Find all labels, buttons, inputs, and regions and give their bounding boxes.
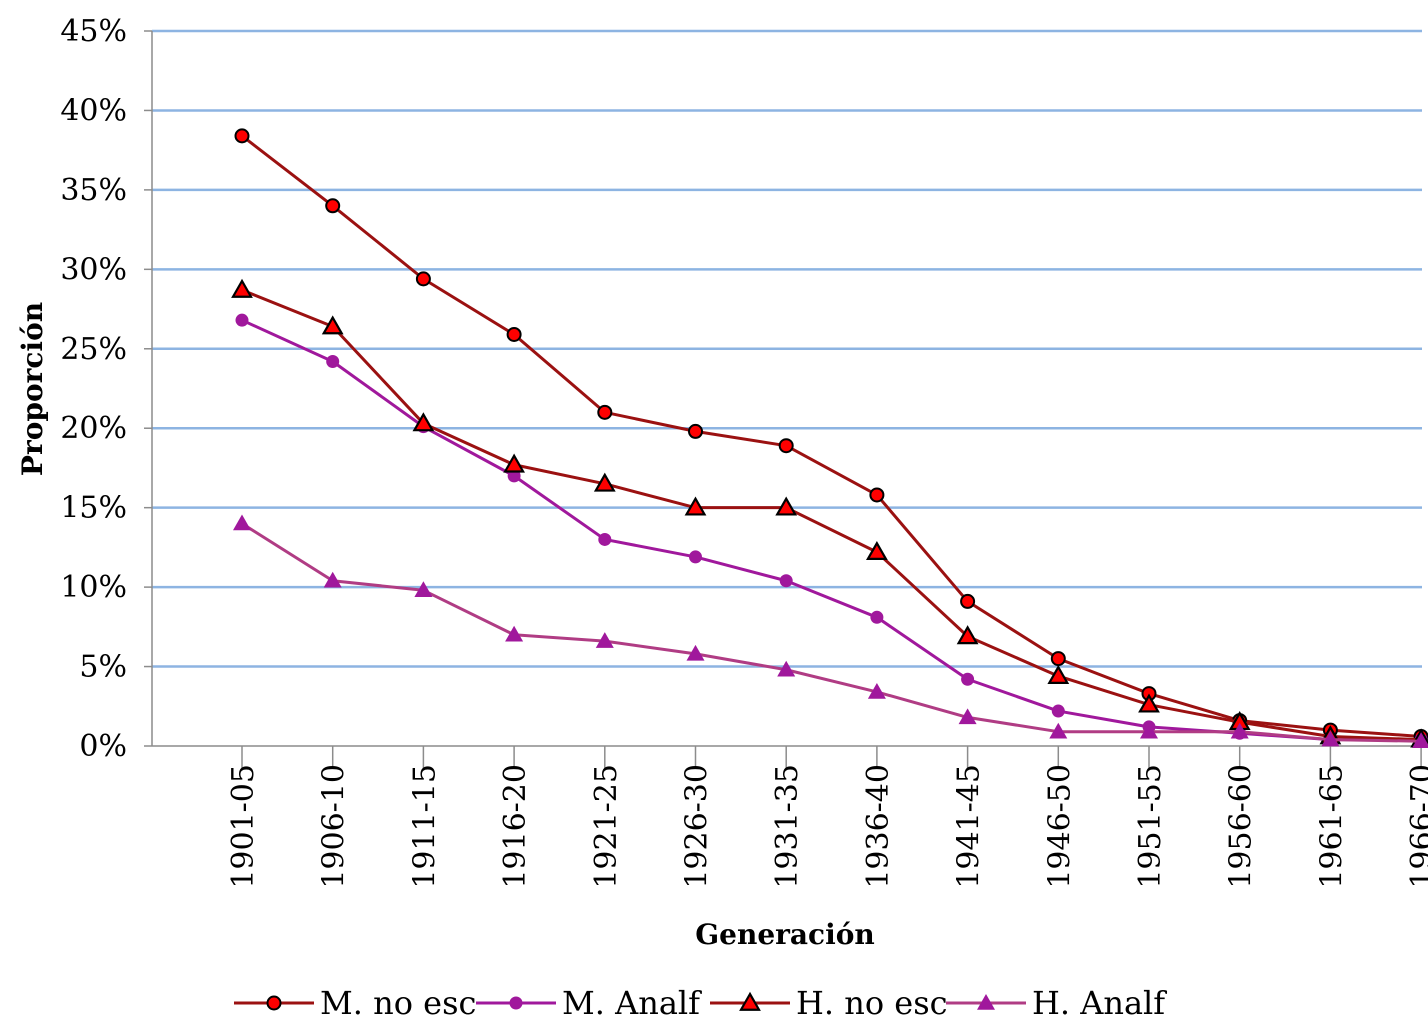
legend-label: H. no esc xyxy=(796,984,948,1022)
data-point xyxy=(1051,704,1065,718)
y-tick-label: 15% xyxy=(60,491,127,526)
x-tick-label: 1936-40 xyxy=(861,764,896,889)
data-point xyxy=(506,326,522,342)
x-tick-labels: 1901-05 1906-10 1911-15 1916-20 1921-25 1926-… xyxy=(226,746,1428,889)
data-point xyxy=(321,315,344,335)
data-point xyxy=(869,487,885,503)
data-point xyxy=(777,660,796,677)
x-tick-label: 1956-60 xyxy=(1224,764,1259,889)
y-tick-label: 25% xyxy=(60,332,127,367)
x-tick-label: 1966-70 xyxy=(1405,764,1428,889)
data-point xyxy=(234,128,250,144)
data-point xyxy=(1050,651,1066,667)
y-tick-label: 45% xyxy=(60,14,127,49)
data-point xyxy=(415,271,431,287)
y-tick-label: 10% xyxy=(60,570,127,605)
data-point xyxy=(507,469,521,483)
legend-marker xyxy=(977,994,995,1010)
x-tick-label: 1931-35 xyxy=(770,764,805,889)
x-tick-label: 1951-55 xyxy=(1133,764,1168,889)
y-tick-label: 35% xyxy=(60,173,127,208)
y-tick-labels: 0% 5% 10% 15% 20% 25% 30% 35% 40% 45% xyxy=(60,14,127,764)
y-tick-label: 0% xyxy=(79,729,127,764)
data-point xyxy=(231,278,253,298)
data-point xyxy=(1321,730,1340,747)
x-tick-label: 1946-50 xyxy=(1042,764,1077,889)
data-point xyxy=(689,550,702,564)
series-3 xyxy=(233,514,1428,748)
data-point xyxy=(688,423,703,439)
data-point xyxy=(326,354,340,368)
data-point xyxy=(593,472,616,492)
x-tick-label: 1921-25 xyxy=(589,764,624,889)
y-axis-title: Proporción xyxy=(16,302,49,476)
data-point xyxy=(684,496,707,516)
data-point xyxy=(1049,722,1068,739)
legend-item: H. Analf xyxy=(946,984,1167,1022)
data-point xyxy=(598,532,612,546)
data-point xyxy=(956,625,979,645)
legend-marker xyxy=(739,991,761,1011)
x-tick-label: 1961-65 xyxy=(1314,764,1349,889)
data-point xyxy=(412,412,435,432)
legend-marker xyxy=(266,995,282,1011)
legend: M. no esc M. Analf H. no esc H. Analf xyxy=(234,984,1167,1022)
gridlines xyxy=(144,29,1422,747)
data-point xyxy=(235,313,249,327)
data-point xyxy=(775,496,798,516)
data-point xyxy=(1138,693,1160,713)
data-point xyxy=(503,453,525,473)
series-line xyxy=(241,522,1422,743)
series-2 xyxy=(231,278,1428,748)
data-point xyxy=(958,708,977,725)
data-point xyxy=(866,540,888,561)
legend-marker xyxy=(509,996,523,1010)
x-tick-label: 1911-15 xyxy=(407,764,442,889)
data-point xyxy=(597,404,613,420)
data-point xyxy=(961,672,975,686)
series-line xyxy=(241,288,1422,742)
data-point xyxy=(960,593,976,609)
x-axis-title: Generación xyxy=(695,918,875,951)
data-point xyxy=(870,610,884,624)
data-point xyxy=(595,632,614,648)
data-point xyxy=(1412,732,1428,748)
x-tick-label: 1906-10 xyxy=(317,764,352,889)
axes xyxy=(151,31,1422,747)
y-tick-label: 40% xyxy=(60,93,127,128)
data-point xyxy=(779,574,793,588)
y-tick-label: 20% xyxy=(60,411,127,446)
data-point xyxy=(233,514,251,531)
x-tick-label: 1916-20 xyxy=(498,764,533,889)
data-point xyxy=(325,198,341,214)
data-point xyxy=(1140,722,1158,739)
data-point xyxy=(414,581,433,598)
y-tick-label: 30% xyxy=(60,252,127,287)
legend-label: H. Analf xyxy=(1032,984,1167,1022)
data-point xyxy=(1047,664,1070,684)
legend-item: M. Analf xyxy=(476,984,702,1022)
data-point xyxy=(867,682,886,699)
series-group xyxy=(231,128,1428,748)
data-point xyxy=(505,625,524,642)
data-point xyxy=(323,571,342,588)
legend-label: M. no esc xyxy=(320,984,476,1022)
series-0 xyxy=(234,128,1428,744)
legend-label: M. Analf xyxy=(562,984,702,1022)
legend-item: M. no esc xyxy=(234,984,476,1022)
legend-item: H. no esc xyxy=(710,984,948,1022)
data-point xyxy=(686,644,705,661)
x-tick-label: 1901-05 xyxy=(226,764,261,889)
x-tick-label: 1926-30 xyxy=(680,764,715,889)
x-tick-label: 1941-45 xyxy=(952,764,987,889)
series-line xyxy=(241,134,1422,738)
data-point xyxy=(778,438,794,454)
data-point xyxy=(1230,722,1249,739)
y-tick-label: 5% xyxy=(79,650,127,685)
